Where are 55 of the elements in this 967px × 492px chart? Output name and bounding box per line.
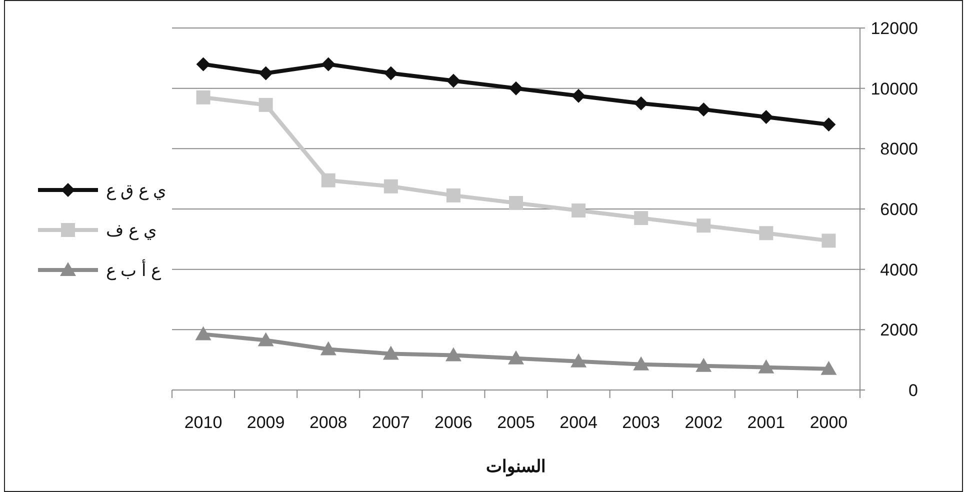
point <box>759 110 774 124</box>
legend-label: ي ع ف <box>106 221 156 241</box>
x-tick-label: 2008 <box>309 413 348 432</box>
point <box>196 57 210 72</box>
y-tick-label: 0 <box>908 381 918 400</box>
point <box>509 81 523 96</box>
point <box>382 346 399 360</box>
y-tick-label: 2000 <box>880 320 918 340</box>
x-tick-label: 2003 <box>622 413 660 432</box>
point <box>320 341 336 356</box>
point <box>321 173 336 188</box>
x-tick-label: 2006 <box>434 413 472 432</box>
x-tick-label: 2005 <box>497 413 535 432</box>
legend-label: ي ع ق ع <box>106 181 166 201</box>
point <box>196 90 210 104</box>
point <box>509 196 523 210</box>
x-tick-label: 2000 <box>810 413 848 432</box>
point <box>696 102 711 116</box>
y-tick-label: 10000 <box>870 79 918 98</box>
point <box>822 234 836 248</box>
point <box>572 88 586 103</box>
point <box>822 118 836 132</box>
point <box>384 179 398 194</box>
point <box>258 98 273 112</box>
x-tick-label: 2009 <box>246 413 285 432</box>
point <box>258 332 274 346</box>
point <box>759 226 774 240</box>
point <box>634 96 648 110</box>
point <box>508 350 524 364</box>
point <box>696 358 712 372</box>
point <box>633 356 650 370</box>
point <box>572 204 586 218</box>
point <box>570 353 587 368</box>
legend-label: ع أ ب ع <box>106 259 162 281</box>
point <box>446 188 460 202</box>
x-axis-title: السنوات <box>486 457 546 477</box>
x-tick-label: 2004 <box>560 413 598 432</box>
point <box>696 218 711 233</box>
x-tick-label: 2001 <box>747 413 786 432</box>
point <box>445 347 462 362</box>
point <box>258 66 273 80</box>
x-tick-label: 2007 <box>372 413 410 432</box>
point <box>321 57 336 72</box>
y-tick-label: 4000 <box>880 260 918 280</box>
y-tick-label: 8000 <box>880 140 918 159</box>
point <box>758 359 774 374</box>
point <box>446 74 460 88</box>
point <box>820 360 837 375</box>
x-tick-label: 2010 <box>184 413 222 432</box>
point <box>195 326 212 340</box>
point <box>384 66 398 80</box>
point <box>634 211 648 226</box>
y-tick-label: 12000 <box>870 19 918 38</box>
x-tick-label: 2002 <box>684 413 723 432</box>
y-tick-label: 6000 <box>880 200 918 219</box>
